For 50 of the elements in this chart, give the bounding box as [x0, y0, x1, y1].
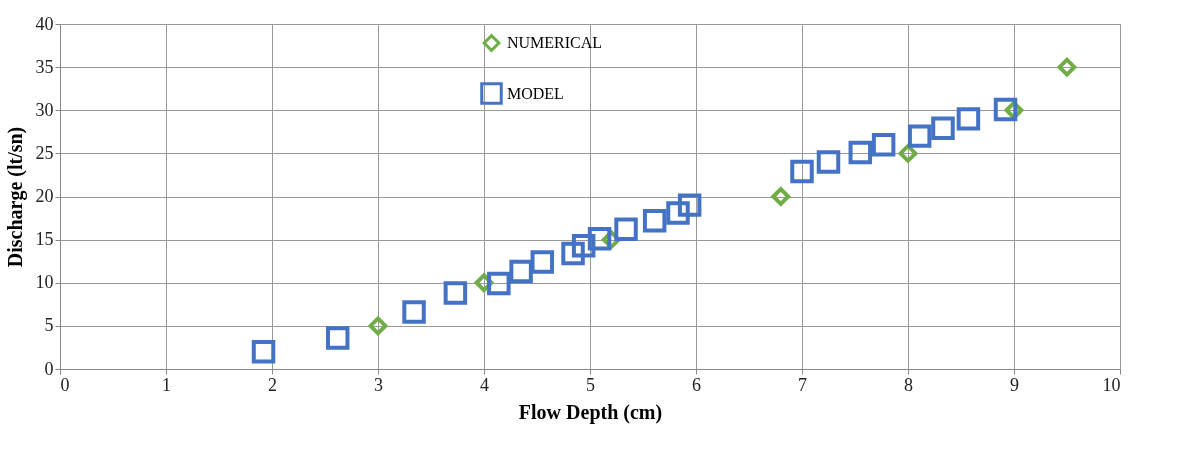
x-axis-title: Flow Depth (cm) — [518, 400, 663, 424]
point — [1057, 57, 1077, 77]
point — [993, 97, 1018, 122]
point — [571, 233, 596, 258]
point — [666, 201, 690, 225]
y-tick-label: 25 — [35, 142, 54, 163]
y-tick-label: 15 — [35, 229, 54, 250]
y-tick-label: 10 — [35, 272, 54, 293]
point — [251, 340, 276, 364]
x-tick-label: 6 — [692, 374, 701, 395]
y-tick-label: 40 — [35, 13, 54, 34]
point — [530, 250, 555, 274]
x-tick-label: 0 — [60, 374, 70, 395]
point — [487, 271, 511, 296]
point — [956, 107, 981, 131]
x-tick-label: 2 — [268, 374, 277, 395]
point — [907, 124, 932, 148]
x-tick-label: 7 — [798, 374, 807, 395]
point — [931, 116, 955, 141]
point — [561, 241, 585, 266]
y-tick-label: 5 — [44, 315, 54, 336]
y-tick-label: 35 — [35, 56, 54, 77]
x-tick-label: 1 — [162, 374, 171, 395]
x-tick-label: 5 — [586, 374, 595, 395]
point — [771, 187, 791, 206]
point — [443, 281, 468, 305]
x-tick-label: 10 — [1102, 374, 1121, 395]
point — [848, 140, 873, 165]
x-tick-label: 4 — [480, 374, 489, 395]
point — [614, 217, 638, 242]
point — [790, 159, 814, 184]
point — [368, 316, 388, 336]
y-axis-title: Discharge (lt/sn) — [3, 126, 27, 268]
point — [898, 143, 918, 163]
point — [871, 133, 896, 157]
x-tick-label: 3 — [374, 374, 383, 395]
point — [677, 193, 702, 217]
point — [402, 300, 426, 324]
x-tick-label: 8 — [904, 374, 913, 395]
point — [587, 227, 612, 251]
y-tick-label: 20 — [35, 186, 54, 206]
y-tick-label: 0 — [44, 358, 54, 379]
x-tick-label: 9 — [1010, 374, 1019, 395]
point — [642, 208, 667, 233]
legend-label: NUMERICAL — [507, 34, 603, 51]
point — [816, 150, 841, 174]
point — [325, 326, 350, 350]
point — [509, 259, 533, 284]
legend-label: MODEL — [507, 84, 564, 102]
y-tick-label: 30 — [35, 99, 54, 120]
